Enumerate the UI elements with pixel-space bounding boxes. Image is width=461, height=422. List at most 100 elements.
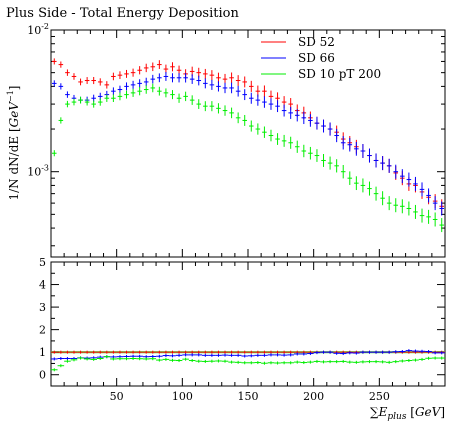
ratio-point — [254, 350, 262, 354]
ratio-y-tick-label: 5 — [39, 256, 46, 269]
ratio-point — [405, 359, 413, 363]
ratio-point — [57, 364, 65, 368]
data-point — [314, 116, 320, 130]
data-point — [327, 122, 333, 136]
data-point — [393, 164, 399, 179]
legend-item: SD 66 — [261, 51, 335, 65]
ratio-point — [77, 356, 84, 360]
data-point — [157, 86, 162, 96]
data-point — [268, 129, 274, 142]
ratio-point — [64, 356, 71, 360]
data-point — [222, 105, 228, 116]
ratio-point — [208, 353, 216, 357]
ratio-point — [90, 350, 97, 354]
data-point — [242, 114, 247, 126]
ratio-point — [57, 356, 65, 360]
ratio-point — [221, 359, 229, 363]
data-point — [170, 73, 175, 83]
data-point — [189, 74, 195, 84]
data-point — [137, 79, 142, 88]
data-point — [360, 178, 366, 193]
ratio-data-points — [51, 349, 445, 372]
data-point — [347, 171, 353, 185]
ratio-point — [228, 360, 235, 364]
main-data-points — [52, 58, 444, 233]
data-point — [288, 136, 293, 149]
ratio-point — [287, 361, 294, 365]
ratio-point — [182, 353, 189, 357]
chart-title: Plus Side - Total Energy Deposition — [6, 6, 239, 21]
data-point — [157, 73, 162, 83]
data-point — [111, 87, 116, 95]
data-point — [249, 120, 254, 132]
data-point — [262, 85, 267, 97]
ratio-point — [307, 360, 314, 364]
ratio-point — [248, 354, 255, 358]
data-point — [209, 101, 215, 112]
data-point — [249, 92, 254, 104]
data-point — [157, 60, 162, 69]
ratio-point — [51, 368, 58, 372]
data-point — [216, 103, 221, 114]
data-point — [380, 156, 385, 171]
ratio-point — [339, 352, 347, 356]
ratio-point — [156, 354, 163, 358]
ratio-point — [228, 353, 235, 357]
ratio-point — [333, 351, 340, 355]
ratio-point — [129, 356, 137, 360]
data-point — [84, 98, 90, 106]
ratio-point — [287, 353, 294, 357]
ratio-point — [412, 349, 419, 353]
data-point — [84, 77, 90, 84]
data-point — [130, 80, 136, 89]
ratio-point — [399, 350, 406, 354]
data-point — [249, 80, 254, 92]
ratio-point — [241, 354, 248, 358]
ratio-point — [175, 353, 183, 357]
data-point — [216, 81, 221, 92]
ratio-point — [195, 353, 203, 357]
legend-label: SD 10 pT 200 — [298, 67, 381, 81]
data-point — [406, 201, 412, 216]
ratio-y-tick-label: 2 — [39, 324, 46, 337]
ratio-point — [162, 354, 170, 358]
data-point — [314, 149, 320, 162]
data-point — [176, 73, 182, 83]
ratio-point — [110, 357, 117, 361]
data-point — [367, 181, 372, 196]
data-point — [347, 137, 353, 152]
data-point — [393, 198, 399, 213]
data-point — [386, 158, 392, 173]
ratio-point — [274, 361, 281, 365]
ratio-point — [162, 357, 170, 361]
ratio-point — [254, 353, 262, 357]
ratio-point — [438, 356, 445, 360]
ratio-point — [129, 350, 137, 354]
main-y-tick-label: 10-2 — [27, 22, 49, 37]
ratio-point — [156, 358, 163, 362]
ratio-point — [412, 358, 419, 362]
ratio-y-tick-label: 3 — [39, 301, 46, 314]
data-point — [196, 99, 202, 109]
data-point — [203, 68, 208, 79]
main-plot-frame — [50, 29, 446, 258]
ratio-point — [64, 350, 71, 354]
data-point — [189, 95, 195, 105]
ratio-point — [51, 350, 58, 354]
ratio-point — [385, 360, 393, 364]
data-point — [71, 98, 77, 106]
ratio-point — [248, 361, 255, 365]
data-point — [275, 100, 280, 113]
data-point — [52, 80, 57, 87]
ratio-point — [110, 350, 117, 354]
data-point — [255, 123, 261, 135]
ratio-point — [392, 350, 400, 354]
ratio-point — [293, 360, 301, 364]
data-point — [354, 176, 359, 191]
data-point — [91, 76, 96, 85]
data-point — [58, 117, 64, 124]
data-point — [97, 78, 103, 86]
data-point — [65, 69, 70, 76]
data-point — [124, 69, 129, 78]
ratio-point — [280, 353, 288, 357]
